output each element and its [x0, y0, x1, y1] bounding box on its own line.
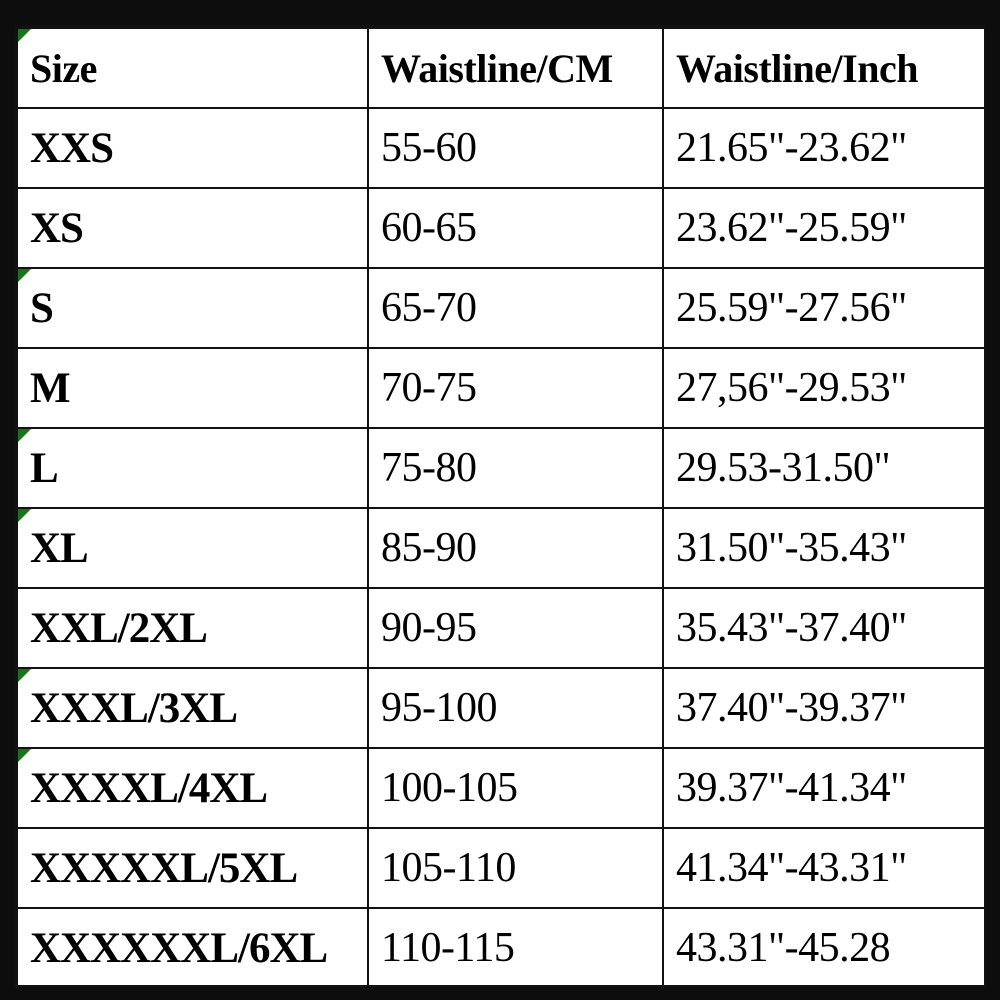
cell-size: XL: [16, 507, 369, 589]
size-chart-sheet: Size Waistline/CM Waistline/Inch XXS 55-6…: [14, 25, 986, 987]
table-row: XXS 55-60 21.65"-23.62": [16, 107, 984, 189]
cell-size-label: XXXXXL/5XL: [30, 844, 298, 892]
cell-waistline-inch: 23.62"-25.59": [662, 187, 984, 269]
cell-waistline-cm-label: 95-100: [381, 685, 498, 731]
cell-size-label: XXS: [30, 124, 114, 172]
cell-waistline-cm: 60-65: [367, 187, 664, 269]
cell-waistline-cm: 110-115: [367, 907, 664, 985]
cell-waistline-inch-label: 25.59"-27.56": [676, 285, 907, 331]
green-triangle-icon: [19, 270, 31, 282]
cell-size: XS: [16, 187, 369, 269]
cell-waistline-inch: 27,56"-29.53": [662, 347, 984, 429]
cell-waistline-inch: 35.43"-37.40": [662, 587, 984, 669]
table-body: XXS 55-60 21.65"-23.62" XS 60-65 23.62"-25.59…: [16, 107, 984, 985]
green-triangle-icon: [19, 750, 31, 762]
table-row: XXXXXL/5XL 105-110 41.34"-43.31": [16, 827, 984, 909]
cell-waistline-cm: 105-110: [367, 827, 664, 909]
table-header: Size Waistline/CM Waistline/Inch: [16, 27, 984, 109]
cell-size-label: XS: [30, 204, 84, 252]
cell-waistline-cm-label: 65-70: [381, 285, 477, 331]
cell-waistline-inch-label: 29.53-31.50": [676, 445, 891, 491]
cell-waistline-cm: 75-80: [367, 427, 664, 509]
cell-size: XXS: [16, 107, 369, 189]
table-row: M 70-75 27,56"-29.53": [16, 347, 984, 429]
cell-waistline-inch: 39.37"-41.34": [662, 747, 984, 829]
cell-waistline-cm: 55-60: [367, 107, 664, 189]
cell-waistline-cm: 95-100: [367, 667, 664, 749]
cell-waistline-inch: 29.53-31.50": [662, 427, 984, 509]
cell-waistline-cm: 100-105: [367, 747, 664, 829]
cell-waistline-inch: 31.50"-35.43": [662, 507, 984, 589]
header-row: Size Waistline/CM Waistline/Inch: [16, 27, 984, 109]
cell-waistline-inch-label: 41.34"-43.31": [676, 845, 907, 891]
cell-waistline-cm-label: 90-95: [381, 605, 477, 651]
cell-waistline-cm: 70-75: [367, 347, 664, 429]
cell-size: XXXXL/4XL: [16, 747, 369, 829]
green-triangle-icon: [19, 430, 31, 442]
column-header-waistline-cm: Waistline/CM: [367, 27, 664, 109]
table-row: XXXXL/4XL 100-105 39.37"-41.34": [16, 747, 984, 829]
column-header-size: Size: [16, 27, 369, 109]
cell-waistline-inch-label: 35.43"-37.40": [676, 605, 907, 651]
cell-size: S: [16, 267, 369, 349]
cell-waistline-inch: 21.65"-23.62": [662, 107, 984, 189]
cell-size: L: [16, 427, 369, 509]
green-triangle-icon: [19, 510, 31, 522]
cell-size: M: [16, 347, 369, 429]
cell-size-label: XL: [30, 524, 89, 572]
cell-size: XXXXXL/5XL: [16, 827, 369, 909]
column-header-waistline-cm-label: Waistline/CM: [381, 45, 613, 91]
table-row: XXL/2XL 90-95 35.43"-37.40": [16, 587, 984, 669]
cell-waistline-inch: 37.40"-39.37": [662, 667, 984, 749]
cell-size-label: S: [30, 284, 54, 332]
cell-waistline-cm-label: 85-90: [381, 525, 477, 571]
cell-waistline-inch-label: 31.50"-35.43": [676, 525, 907, 571]
cell-size-label: XXXL/3XL: [30, 684, 238, 732]
cell-size-label: XXL/2XL: [30, 604, 208, 652]
table-row: S 65-70 25.59"-27.56": [16, 267, 984, 349]
cell-waistline-cm-label: 70-75: [381, 365, 477, 411]
cell-size-label: XXXXL/4XL: [30, 764, 268, 812]
cell-waistline-cm-label: 100-105: [381, 765, 518, 811]
cell-waistline-inch: 25.59"-27.56": [662, 267, 984, 349]
green-triangle-icon: [19, 670, 31, 682]
cell-waistline-cm-label: 60-65: [381, 205, 477, 251]
cell-waistline-inch-label: 37.40"-39.37": [676, 685, 907, 731]
cell-waistline-cm: 65-70: [367, 267, 664, 349]
cell-size-label: M: [30, 364, 71, 412]
table-row: XXXXXXL/6XL 110-115 43.31"-45.28: [16, 907, 984, 985]
cell-waistline-inch-label: 43.31"-45.28: [676, 925, 891, 971]
cell-waistline-inch-label: 23.62"-25.59": [676, 205, 907, 251]
cell-size: XXL/2XL: [16, 587, 369, 669]
cell-waistline-cm: 85-90: [367, 507, 664, 589]
cell-size: XXXL/3XL: [16, 667, 369, 749]
size-chart-table: Size Waistline/CM Waistline/Inch XXS 55-6…: [16, 27, 984, 985]
cell-size-label: L: [30, 444, 59, 492]
cell-waistline-inch-label: 39.37"-41.34": [676, 765, 907, 811]
cell-waistline-inch-label: 27,56"-29.53": [676, 365, 907, 411]
cell-waistline-inch-label: 21.65"-23.62": [676, 125, 907, 171]
table-row: XXXL/3XL 95-100 37.40"-39.37": [16, 667, 984, 749]
cell-waistline-inch: 43.31"-45.28: [662, 907, 984, 985]
table-row: XL 85-90 31.50"-35.43": [16, 507, 984, 589]
cell-waistline-inch: 41.34"-43.31": [662, 827, 984, 909]
cell-size: XXXXXXL/6XL: [16, 907, 369, 985]
cell-waistline-cm: 90-95: [367, 587, 664, 669]
cell-waistline-cm-label: 110-115: [381, 925, 515, 971]
cell-waistline-cm-label: 105-110: [381, 845, 516, 891]
table-row: L 75-80 29.53-31.50": [16, 427, 984, 509]
column-header-size-label: Size: [30, 45, 97, 91]
table-row: XS 60-65 23.62"-25.59": [16, 187, 984, 269]
cell-size-label: XXXXXXL/6XL: [30, 924, 328, 972]
green-triangle-icon: [19, 30, 31, 42]
column-header-waistline-inch-label: Waistline/Inch: [676, 45, 918, 91]
cell-waistline-cm-label: 55-60: [381, 125, 477, 171]
column-header-waistline-inch: Waistline/Inch: [662, 27, 984, 109]
cell-waistline-cm-label: 75-80: [381, 445, 477, 491]
